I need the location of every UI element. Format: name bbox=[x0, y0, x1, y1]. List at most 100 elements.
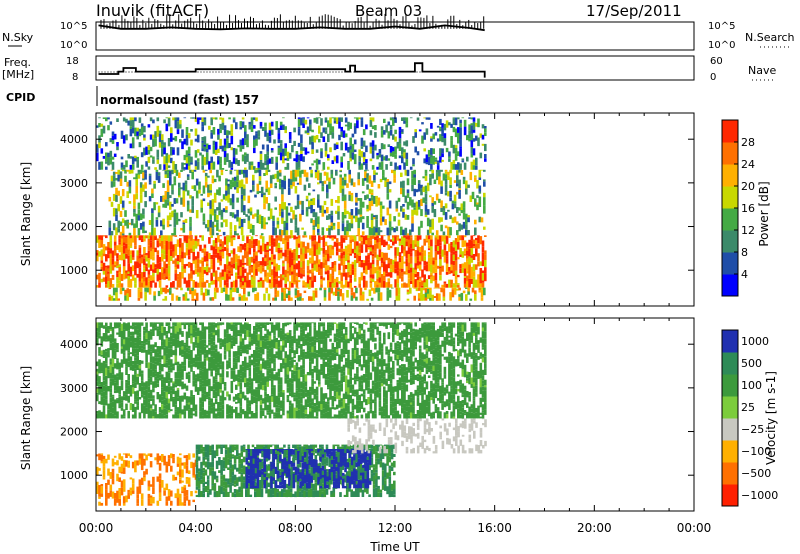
heatmap-cell bbox=[358, 165, 361, 170]
heatmap-cell bbox=[428, 426, 431, 431]
heatmap-cell bbox=[436, 250, 440, 255]
heatmap-cell bbox=[404, 195, 408, 203]
heatmap-cell bbox=[434, 244, 438, 252]
heatmap-cell bbox=[143, 258, 146, 265]
heatmap-cell bbox=[105, 339, 108, 342]
heatmap-cell bbox=[209, 219, 212, 228]
heatmap-cell bbox=[190, 248, 193, 253]
heatmap-cell bbox=[96, 328, 99, 332]
heatmap-cell bbox=[347, 162, 350, 170]
heatmap-cell bbox=[167, 455, 171, 459]
heatmap-cell bbox=[133, 202, 136, 206]
heatmap-cell bbox=[206, 461, 210, 470]
heatmap-cell bbox=[463, 119, 467, 127]
heatmap-cell bbox=[470, 161, 474, 170]
heatmap-cell bbox=[98, 501, 101, 506]
heatmap-cell bbox=[126, 191, 129, 195]
heatmap-cell bbox=[445, 258, 449, 264]
heatmap-cell bbox=[323, 297, 327, 301]
heatmap-cell bbox=[231, 471, 235, 476]
heatmap-cell bbox=[394, 162, 397, 170]
heatmap-cell bbox=[364, 287, 367, 291]
heatmap-cell bbox=[350, 192, 354, 196]
heatmap-cell bbox=[443, 235, 447, 240]
heatmap-cell bbox=[330, 226, 334, 231]
heatmap-cell bbox=[375, 172, 378, 175]
heatmap-cell bbox=[164, 174, 168, 178]
heatmap-cell bbox=[201, 235, 204, 241]
heatmap-cell bbox=[442, 206, 446, 211]
heatmap-cell bbox=[195, 455, 199, 461]
heatmap-cell bbox=[105, 246, 108, 251]
heatmap-cell bbox=[143, 238, 146, 242]
heatmap-cell bbox=[439, 242, 442, 246]
heatmap-cell bbox=[105, 276, 108, 285]
heatmap-cell bbox=[414, 433, 418, 437]
heatmap-cell bbox=[231, 177, 235, 182]
heatmap-cell bbox=[279, 252, 283, 259]
heatmap-cell bbox=[222, 474, 226, 482]
heatmap-cell bbox=[111, 407, 115, 414]
heatmap-cell bbox=[190, 263, 193, 271]
heatmap-cell bbox=[339, 473, 343, 477]
heatmap-cell bbox=[162, 224, 165, 230]
heatmap-cell bbox=[445, 283, 449, 288]
heatmap-cell bbox=[451, 287, 455, 290]
heatmap-cell bbox=[366, 216, 369, 224]
heatmap-cell bbox=[389, 129, 393, 136]
heatmap-cell bbox=[388, 483, 392, 490]
heatmap-cell bbox=[240, 445, 244, 452]
heatmap-cell bbox=[272, 468, 275, 478]
heatmap-cell bbox=[461, 267, 465, 273]
heatmap-cell bbox=[113, 245, 117, 249]
heatmap-cell bbox=[361, 291, 365, 295]
heatmap-cell bbox=[317, 466, 320, 474]
heatmap-cell bbox=[366, 483, 370, 489]
heatmap-cell bbox=[122, 484, 126, 492]
heatmap-cell bbox=[424, 173, 428, 176]
heatmap-cell bbox=[147, 145, 151, 150]
heatmap-cell bbox=[461, 444, 465, 454]
heatmap-cell bbox=[419, 418, 422, 422]
heatmap-cell bbox=[301, 456, 305, 463]
heatmap-cell bbox=[201, 260, 204, 267]
heatmap-cell bbox=[160, 220, 163, 227]
heatmap-cell bbox=[296, 200, 300, 209]
y-tick-label: 1000 bbox=[60, 264, 88, 277]
heatmap-cell bbox=[268, 158, 272, 164]
heatmap-cell bbox=[370, 453, 374, 458]
heatmap-cell bbox=[194, 490, 198, 494]
heatmap-cell bbox=[268, 136, 272, 143]
heatmap-cell bbox=[351, 264, 355, 270]
heatmap-cell bbox=[142, 221, 145, 227]
heatmap-cell bbox=[392, 264, 395, 273]
heatmap-cell bbox=[119, 210, 123, 217]
heatmap-cell bbox=[433, 209, 437, 218]
heatmap-cell bbox=[330, 222, 334, 226]
heatmap-cell bbox=[265, 169, 268, 176]
heatmap-cell bbox=[381, 462, 385, 471]
heatmap-cell bbox=[474, 198, 477, 207]
heatmap-cell bbox=[174, 117, 178, 120]
heatmap-cell bbox=[199, 117, 202, 120]
heatmap-cell bbox=[299, 481, 302, 489]
heatmap-cell bbox=[223, 157, 227, 165]
heatmap-cell bbox=[317, 449, 320, 453]
heatmap-cell bbox=[279, 477, 282, 482]
heatmap-cell bbox=[297, 459, 300, 464]
heatmap-cell bbox=[453, 216, 457, 223]
heatmap-cell bbox=[365, 445, 368, 451]
heatmap-cell bbox=[140, 278, 144, 283]
heatmap-cell bbox=[314, 473, 318, 483]
heatmap-cell bbox=[100, 453, 104, 455]
heatmap-cell bbox=[129, 487, 133, 491]
heatmap-cell bbox=[306, 482, 309, 489]
heatmap-cell bbox=[221, 256, 225, 259]
heatmap-cell bbox=[105, 399, 108, 406]
heatmap-cell bbox=[133, 228, 136, 236]
heatmap-cell bbox=[321, 454, 325, 458]
heatmap-cell bbox=[100, 278, 104, 283]
heatmap-cell bbox=[326, 192, 329, 199]
nave-label: Nave bbox=[748, 64, 776, 77]
heatmap-cell bbox=[122, 242, 126, 246]
